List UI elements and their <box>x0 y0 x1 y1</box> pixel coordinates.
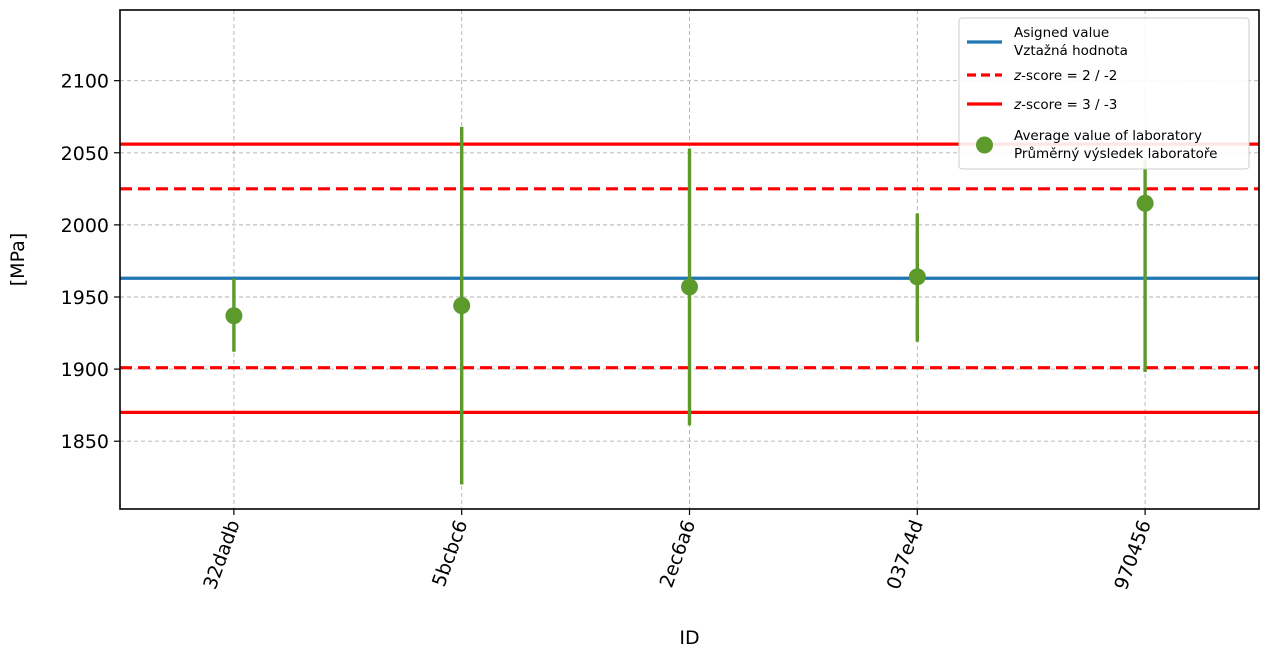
legend-label: Průměrný výsledek laboratoře <box>1014 146 1217 162</box>
y-tick-label: 1950 <box>61 287 109 309</box>
data-point <box>1136 194 1154 212</box>
y-tick-label: 2050 <box>61 143 109 165</box>
legend-label: Average value of laboratory <box>1014 128 1202 144</box>
y-tick-label: 2100 <box>61 71 109 93</box>
x-tick-label: 2ec6a6 <box>656 517 701 590</box>
legend-box <box>958 17 1250 170</box>
legend-label: Vztažná hodnota <box>1014 43 1128 59</box>
legend: Asigned value Vztažná hodnota z-score = 2 … <box>958 17 1250 170</box>
x-tick-label: 32dadb <box>199 517 244 592</box>
data-point <box>453 297 471 315</box>
y-tick-label: 2000 <box>61 215 109 237</box>
y-tick-label: 1900 <box>61 359 109 381</box>
y-axis-label: [MPa] <box>7 233 29 286</box>
legend-label: Asigned value <box>1014 25 1109 41</box>
data-point <box>225 307 243 325</box>
data-point <box>681 278 698 296</box>
x-tick-label: 970456 <box>1110 517 1155 593</box>
data-point <box>908 268 926 286</box>
data-points <box>225 126 1154 485</box>
x-tick-label: 5bcbc6 <box>428 517 472 590</box>
x-tick-label: 037e4d <box>883 517 928 592</box>
legend-label: z-score = 2 / -2 <box>1013 68 1117 84</box>
legend-label: z-score = 3 / -3 <box>1013 97 1117 113</box>
x-axis-label: ID <box>679 627 699 649</box>
legend-swatch-marker <box>976 136 993 154</box>
y-tick-label: 1850 <box>61 431 109 453</box>
